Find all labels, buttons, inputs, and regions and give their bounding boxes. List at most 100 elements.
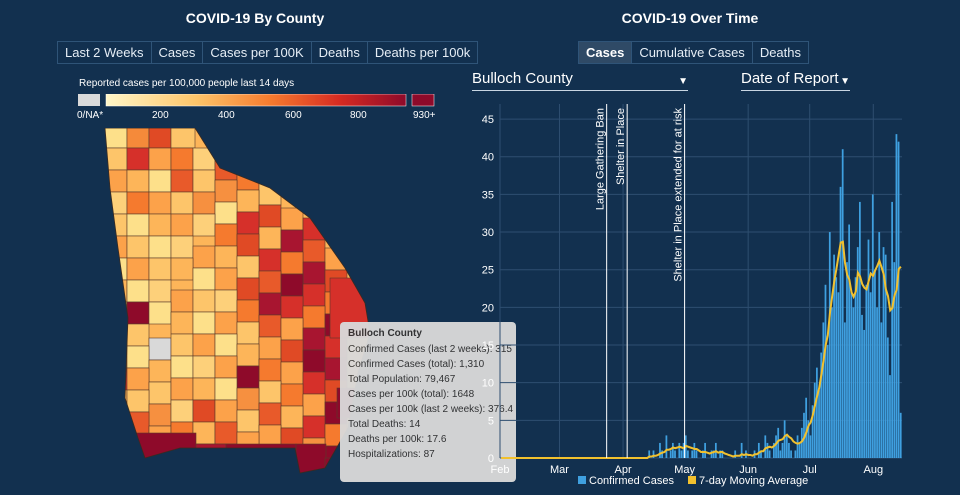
bar bbox=[805, 397, 808, 458]
chart-tabs: Cases Cumulative Cases Deaths bbox=[578, 41, 810, 64]
bar bbox=[693, 442, 696, 458]
county-select[interactable]: Bulloch County ▼ bbox=[472, 70, 688, 91]
bar bbox=[899, 412, 902, 458]
bar bbox=[721, 450, 724, 458]
bar bbox=[794, 450, 797, 458]
legend-max-label: 930+ bbox=[413, 110, 436, 121]
bar bbox=[831, 307, 833, 458]
tooltip-county-name: Bulloch County bbox=[348, 328, 422, 339]
legend-tick-800: 800 bbox=[350, 110, 367, 121]
bar bbox=[839, 186, 842, 458]
bar bbox=[811, 405, 814, 458]
x-tick-label: Jun bbox=[739, 464, 757, 476]
bar bbox=[781, 442, 784, 458]
bar bbox=[671, 442, 674, 458]
x-tick-label: Mar bbox=[550, 464, 569, 476]
bar bbox=[665, 435, 668, 458]
y-tick-label: 20 bbox=[482, 302, 494, 314]
bar bbox=[867, 239, 870, 458]
bar bbox=[820, 352, 823, 458]
bar bbox=[880, 322, 883, 458]
bar bbox=[661, 450, 663, 458]
chevron-down-icon: ▼ bbox=[678, 76, 688, 87]
tab-last-2-weeks[interactable]: Last 2 Weeks bbox=[58, 42, 152, 63]
bar bbox=[682, 442, 685, 458]
y-tick-label: 25 bbox=[482, 265, 494, 277]
bar bbox=[852, 307, 855, 458]
bar bbox=[824, 284, 827, 458]
bar bbox=[740, 442, 743, 458]
tab-deaths-chart[interactable]: Deaths bbox=[759, 45, 802, 60]
date-select[interactable]: Date of Report ▼ bbox=[741, 70, 850, 91]
bar bbox=[861, 314, 863, 458]
legend-na-label: 0/NA* bbox=[77, 110, 104, 121]
tooltip-row: Hospitalizations: 87 bbox=[348, 449, 435, 460]
tab-cumulative-cases[interactable]: Cumulative Cases bbox=[632, 42, 753, 63]
bar bbox=[766, 442, 769, 458]
bar bbox=[863, 329, 866, 458]
bar bbox=[876, 307, 878, 458]
bar bbox=[891, 201, 894, 458]
tab-deaths[interactable]: Deaths bbox=[312, 42, 368, 63]
bar bbox=[712, 450, 715, 458]
bar bbox=[768, 450, 771, 458]
bar bbox=[669, 450, 672, 458]
cases-over-time-chart[interactable]: 0 5 10 15 20 25 30 35 40 45 Feb Mar Apr May Jun Jul Aug L… bbox=[470, 96, 920, 476]
legend-label-average: 7-day Moving Average bbox=[698, 475, 809, 487]
bar bbox=[843, 322, 846, 458]
tooltip-row: Confirmed Cases (last 2 weeks): 315 bbox=[348, 344, 512, 355]
tooltip-row: Total Population: 79,467 bbox=[348, 374, 456, 385]
x-tick-label: Apr bbox=[614, 464, 631, 476]
bar bbox=[680, 450, 683, 458]
legend-item-cases: Confirmed Cases bbox=[578, 475, 674, 487]
tooltip-row: Cases per 100k (last 2 weeks): 376.4 bbox=[348, 404, 514, 415]
x-tick-label: Feb bbox=[491, 464, 510, 476]
legend-swatch-cases bbox=[578, 476, 586, 484]
bar bbox=[837, 292, 840, 458]
bar bbox=[779, 450, 782, 458]
bar bbox=[798, 442, 801, 458]
bar bbox=[775, 435, 777, 458]
bar bbox=[687, 450, 689, 458]
bar bbox=[897, 141, 900, 458]
tooltip-row: Deaths per 100k: 17.6 bbox=[348, 434, 447, 445]
bar bbox=[848, 224, 851, 458]
bar bbox=[764, 435, 767, 458]
tab-cases-chart[interactable]: Cases bbox=[579, 42, 633, 63]
y-tick-label: 30 bbox=[482, 227, 494, 239]
tab-cases[interactable]: Cases bbox=[152, 42, 204, 63]
x-tick-label: May bbox=[674, 464, 695, 476]
bar bbox=[800, 427, 803, 458]
bar bbox=[854, 277, 857, 458]
tab-cases-per-100k[interactable]: Cases per 100K bbox=[203, 42, 312, 63]
chart-title: COVID-19 Over Time bbox=[621, 10, 759, 26]
bar bbox=[850, 292, 853, 458]
legend-gradient bbox=[105, 94, 407, 107]
legend-tick-400: 400 bbox=[218, 110, 235, 121]
bar bbox=[785, 435, 788, 458]
legend-title: Reported cases per 100,000 people last 1… bbox=[79, 78, 295, 89]
bar bbox=[695, 450, 698, 458]
legend-max-swatch bbox=[411, 94, 435, 107]
chart-legend: Confirmed Cases 7-day Moving Average bbox=[578, 475, 808, 487]
bar bbox=[813, 382, 816, 458]
georgia-outline bbox=[104, 128, 371, 474]
georgia-county-map[interactable] bbox=[100, 128, 400, 488]
legend-item-average: 7-day Moving Average bbox=[687, 475, 809, 487]
tooltip-row: Cases per 100k (total): 1648 bbox=[348, 389, 475, 400]
bar bbox=[822, 322, 825, 458]
bar bbox=[807, 420, 810, 458]
tab-deaths-per-100k[interactable]: Deaths per 100k bbox=[374, 45, 471, 60]
bar bbox=[734, 450, 737, 458]
y-tick-label: 35 bbox=[482, 189, 494, 201]
x-tick-label: Aug bbox=[863, 464, 883, 476]
bar bbox=[818, 390, 820, 458]
bar bbox=[841, 149, 844, 458]
bar bbox=[719, 450, 722, 458]
bar bbox=[869, 292, 872, 458]
bar bbox=[788, 442, 790, 458]
y-tick-label: 5 bbox=[488, 415, 494, 427]
moving-average-line bbox=[501, 240, 902, 459]
bar bbox=[874, 269, 876, 458]
bar bbox=[833, 254, 835, 458]
